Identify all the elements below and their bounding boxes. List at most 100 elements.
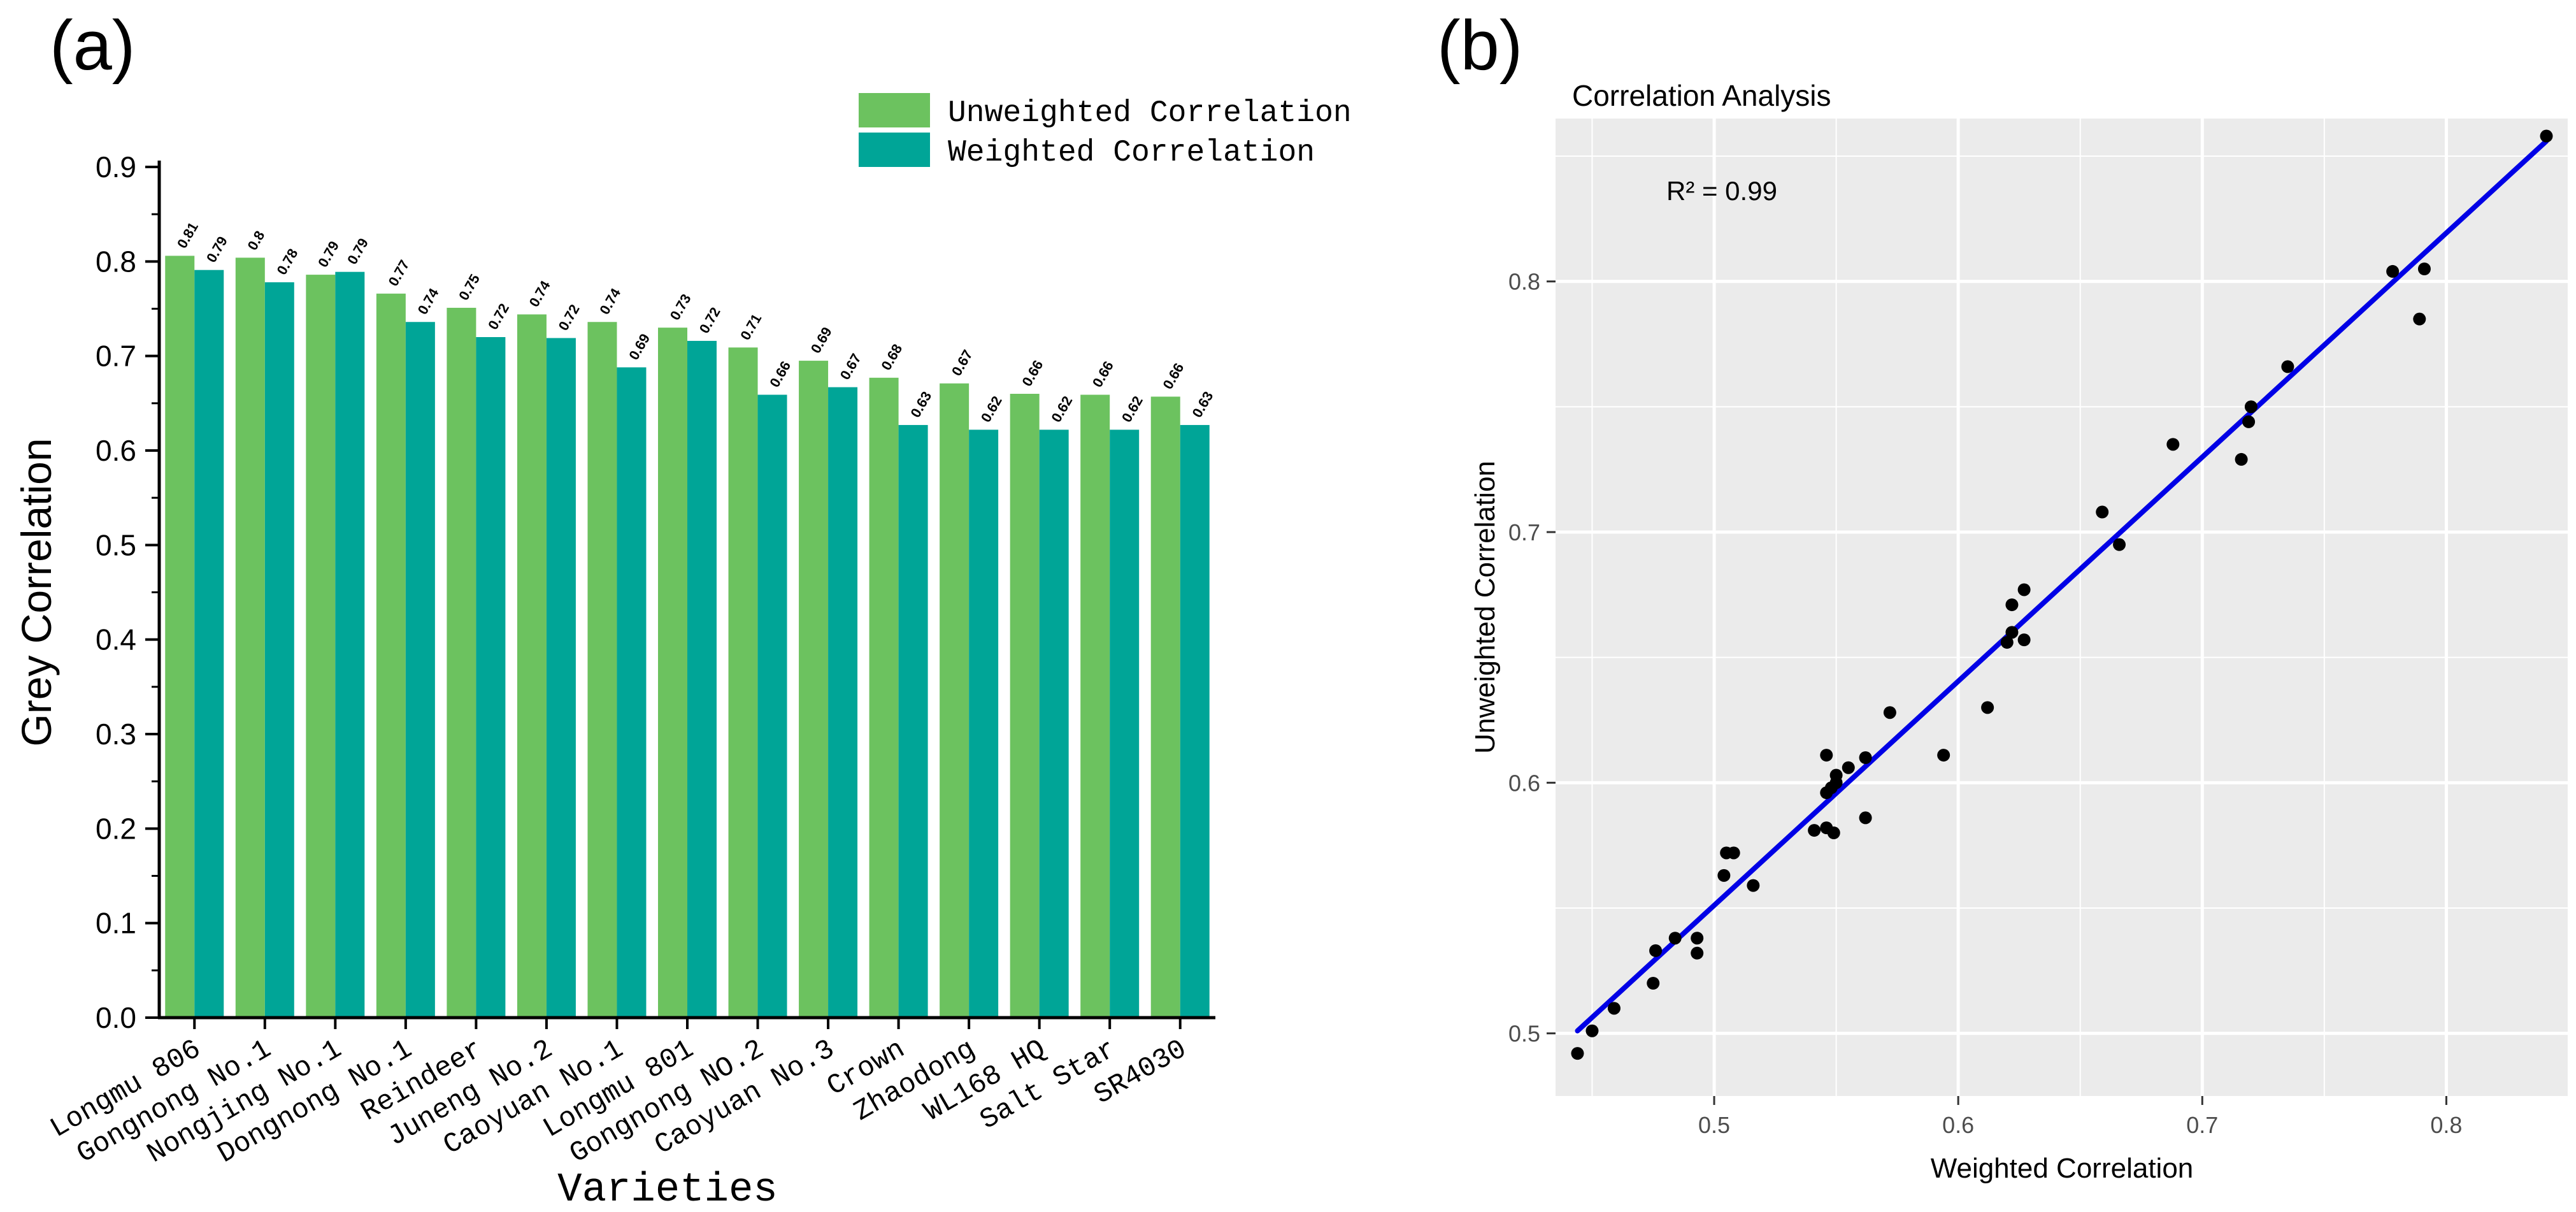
data-point — [1820, 749, 1833, 762]
data-point — [1981, 701, 1994, 714]
bar — [687, 340, 717, 1018]
plot-background — [1556, 119, 2568, 1096]
y-tick-label: 0.2 — [96, 812, 136, 845]
data-point — [2017, 583, 2031, 596]
data-label: 0.8 — [244, 228, 268, 253]
data-label: 0.78 — [273, 246, 301, 278]
y-tick-label: 0.8 — [1508, 269, 1540, 295]
bar — [476, 337, 506, 1018]
bar — [617, 367, 647, 1018]
data-point — [2166, 438, 2180, 451]
y-tick-label: 0.7 — [96, 340, 136, 373]
bar — [1180, 424, 1210, 1018]
data-point — [2113, 538, 2126, 551]
data-label: 0.74 — [415, 285, 442, 317]
r-squared-annotation: R² = 0.99 — [1666, 176, 1777, 206]
y-tick-label: 0.6 — [96, 434, 136, 467]
data-point — [1647, 977, 1660, 990]
data-point — [2413, 312, 2426, 326]
bar — [235, 257, 265, 1018]
bar — [757, 394, 787, 1018]
data-point — [2005, 626, 2019, 639]
data-label: 0.75 — [455, 271, 483, 303]
data-point — [1808, 824, 1821, 837]
data-label: 0.74 — [596, 285, 624, 317]
data-point — [1820, 786, 1833, 800]
data-point — [1937, 749, 1950, 762]
bar — [1080, 394, 1110, 1018]
y-axis-title: Grey Correlation — [13, 438, 60, 746]
data-label: 0.63 — [907, 389, 934, 421]
y-tick-label: 0.5 — [1508, 1021, 1540, 1047]
data-label: 0.66 — [1019, 357, 1046, 389]
data-point — [1827, 826, 1840, 839]
y-axis-title: Unweighted Correlation — [1470, 461, 1501, 754]
data-point — [2386, 264, 2400, 278]
x-axis-title: Weighted Correlation — [1931, 1153, 2194, 1184]
bar — [728, 347, 758, 1018]
bar — [517, 314, 547, 1018]
y-tick-label: 0.6 — [1508, 770, 1540, 796]
data-point — [2242, 415, 2256, 428]
data-label: 0.77 — [385, 257, 413, 289]
data-point — [2017, 633, 2031, 647]
data-point — [2417, 263, 2431, 275]
data-point — [1829, 776, 1843, 790]
scatter-chart: 0.5 0.6 0.7 0.8 0.5 0.6 0.7 0.8 R² = 0.99 Correla… — [1470, 79, 2569, 1184]
data-point — [1859, 751, 1872, 764]
bar — [587, 322, 617, 1018]
y-tick-label: 0.9 — [96, 150, 136, 184]
data-label: 0.66 — [1159, 360, 1187, 392]
data-label: 0.81 — [174, 219, 201, 251]
data-label: 0.71 — [737, 311, 764, 343]
data-label: 0.62 — [1048, 393, 1075, 425]
data-label: 0.66 — [766, 358, 794, 390]
bar — [869, 377, 899, 1018]
data-point — [1720, 846, 1733, 860]
bar — [306, 275, 336, 1018]
bar — [194, 270, 224, 1018]
data-point — [1842, 761, 1855, 774]
y-tick-label: 0.5 — [96, 528, 136, 561]
data-point — [2244, 400, 2258, 414]
legend-label: Unweighted Correlation — [948, 96, 1352, 131]
x-tick-label: 0.7 — [2186, 1112, 2218, 1138]
bar — [376, 293, 406, 1018]
data-point — [1668, 932, 1682, 945]
y-tick-label: 0.3 — [96, 718, 136, 751]
data-point — [1691, 946, 1704, 960]
fit-line — [1575, 138, 2549, 1034]
x-tick-label: 0.6 — [1942, 1112, 1974, 1138]
x-axis-title: Varieties — [557, 1167, 778, 1209]
data-point — [2096, 505, 2109, 519]
bar — [658, 328, 687, 1018]
bar — [264, 282, 294, 1018]
data-label: 0.62 — [978, 393, 1005, 425]
data-point — [2235, 452, 2248, 466]
data-label: 0.66 — [1089, 358, 1117, 390]
panel-b-label: (b) — [1437, 6, 1523, 85]
data-point — [1883, 706, 1896, 719]
data-point — [1585, 1024, 1599, 1037]
data-point — [1747, 879, 1760, 892]
bar — [828, 387, 858, 1018]
data-point — [1691, 932, 1704, 945]
bar — [898, 424, 928, 1018]
panel-b: (b) 0.5 0.6 0.7 0.8 0.5 0.6 0.7 0.8 R² = 0.99 Cor… — [1389, 0, 2576, 1209]
data-point — [1649, 944, 1663, 957]
y-tick-label: 0.0 — [96, 1001, 136, 1034]
data-label: 0.72 — [485, 301, 512, 333]
data-label: 0.79 — [315, 238, 342, 270]
data-label: 0.68 — [878, 342, 905, 373]
data-label: 0.62 — [1119, 393, 1146, 425]
data-point — [2000, 636, 2014, 649]
y-tick-label: 0.4 — [96, 623, 136, 656]
bar — [1039, 429, 1069, 1018]
bar — [335, 271, 365, 1018]
data-label: 0.72 — [696, 305, 724, 336]
x-tick-label: 0.5 — [1698, 1112, 1730, 1138]
y-tick-label: 0.8 — [96, 245, 136, 278]
data-label: 0.79 — [344, 236, 371, 268]
data-point — [2005, 598, 2019, 612]
data-label: 0.67 — [948, 347, 976, 379]
